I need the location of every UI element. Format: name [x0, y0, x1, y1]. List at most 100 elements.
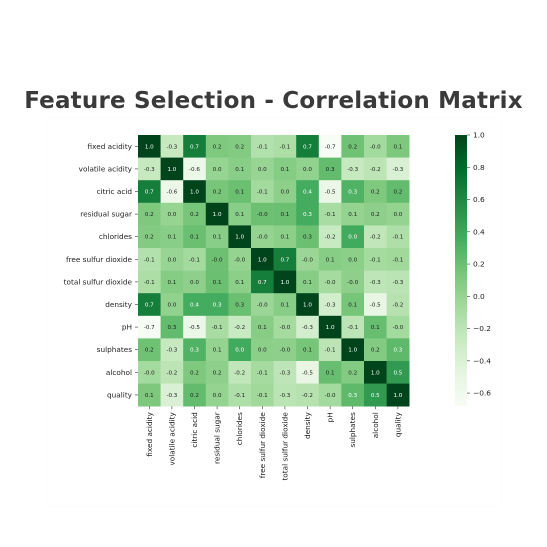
heatmap-cell	[273, 293, 297, 317]
cell-annotation: 0.1	[213, 348, 222, 354]
heatmap-cell	[183, 180, 207, 204]
heatmap-cell	[386, 248, 410, 271]
cell-annotation: 1.0	[235, 235, 244, 241]
heatmap-cell	[160, 180, 184, 204]
cell-annotation: -0.1	[370, 257, 381, 263]
cell-annotation: 0.0	[348, 235, 357, 241]
cell-annotation: 0.1	[371, 325, 380, 331]
x-tick-label: residual sugar	[213, 412, 222, 464]
heatmap-cell	[183, 315, 207, 339]
cell-annotation: 0.7	[190, 144, 199, 150]
heatmap-cell	[205, 225, 229, 249]
heatmap-cell	[386, 338, 410, 362]
heatmap-cell	[341, 361, 365, 384]
x-tick-label: fixed acidity	[145, 412, 154, 457]
cell-annotation: 1.0	[326, 325, 335, 331]
heatmap-cell	[251, 135, 274, 158]
cell-annotation: 0.3	[303, 235, 312, 241]
heatmap-cell	[386, 225, 410, 249]
heatmap-cell	[251, 202, 274, 226]
heatmap-cell	[228, 315, 252, 339]
heatmap-cell	[228, 383, 252, 407]
heatmap-cell	[228, 180, 252, 204]
cell-annotation: -0.6	[166, 190, 177, 196]
heatmap-cell	[228, 157, 252, 181]
cell-annotation: 1.0	[303, 303, 312, 309]
colorbar-tick-label: −0.6	[473, 389, 491, 398]
colorbar-tick-label: 0.2	[473, 260, 485, 269]
cell-annotation: 0.1	[280, 167, 289, 173]
heatmap-cell	[341, 225, 365, 249]
x-tick-label: total sulfur dioxide	[280, 412, 289, 481]
cell-annotation: -0.2	[166, 370, 177, 376]
colorbar-tick-label: −0.4	[473, 356, 491, 365]
heatmap-cell	[183, 293, 207, 317]
heatmap-cell	[138, 338, 161, 362]
cell-annotation: -0.3	[144, 167, 155, 173]
y-tick-label: chlorides	[99, 232, 132, 241]
heatmap-cell	[183, 157, 207, 181]
heatmap-cell	[296, 157, 320, 181]
heatmap-cell	[205, 361, 229, 384]
cell-annotation: 0.1	[235, 212, 244, 218]
heatmap-cell	[205, 383, 229, 407]
cell-annotation: 0.1	[145, 393, 154, 399]
cell-annotation: -0.0	[347, 280, 358, 286]
cell-annotation: 0.2	[145, 212, 154, 218]
cell-annotation: -0.1	[189, 257, 200, 263]
cell-annotation: 0.4	[303, 190, 312, 196]
heatmap-cell	[228, 361, 252, 384]
heatmap-cell	[228, 338, 252, 362]
cell-annotation: 0.5	[393, 370, 402, 376]
cell-annotation: 0.1	[280, 235, 289, 241]
cell-annotation: 1.0	[393, 393, 402, 399]
cell-annotation: 0.0	[303, 167, 312, 173]
heatmap-cell	[160, 315, 184, 339]
cell-annotation: 0.2	[348, 144, 357, 150]
heatmap-cell	[273, 315, 297, 339]
y-tick-label: sulphates	[97, 345, 133, 354]
heatmap-cell	[386, 135, 410, 158]
heatmap-cell	[296, 270, 320, 294]
heatmap-cell	[183, 361, 207, 384]
heatmap-cell	[364, 157, 387, 181]
heatmap-cell	[386, 383, 410, 407]
y-tick-label: volatile acidity	[79, 164, 133, 173]
heatmap-cell	[386, 270, 410, 294]
heatmap-cell	[341, 383, 365, 407]
colorbar-tick-label: −0.2	[473, 324, 491, 333]
heatmap-cell	[251, 315, 274, 339]
cell-annotation: 1.0	[167, 167, 176, 173]
cell-annotation: 0.0	[258, 348, 267, 354]
cell-annotation: 0.1	[235, 167, 244, 173]
heatmap-cell	[228, 202, 252, 226]
heatmap-cell	[296, 180, 320, 204]
cell-annotation: -0.1	[325, 212, 336, 218]
heatmap-cell	[318, 383, 342, 407]
cell-annotation: -0.7	[325, 144, 336, 150]
heatmap-cell	[364, 293, 387, 317]
heatmap-cell	[341, 293, 365, 317]
heatmap-cell	[183, 202, 207, 226]
cell-annotation: 0.1	[167, 280, 176, 286]
cell-annotation: -0.1	[144, 257, 155, 263]
cell-annotation: -0.3	[279, 393, 290, 399]
cell-annotation: -0.3	[347, 167, 358, 173]
heatmap-cell	[296, 202, 320, 226]
heatmap-cell	[160, 338, 184, 362]
cell-annotation: -0.0	[257, 235, 268, 241]
heatmap-cell	[318, 315, 342, 339]
heatmap-cell	[318, 225, 342, 249]
cell-annotation: 0.0	[280, 190, 289, 196]
heatmap-cell	[138, 248, 161, 271]
cell-annotation: -0.0	[257, 303, 268, 309]
cell-annotation: -0.1	[392, 257, 403, 263]
cell-annotation: 1.0	[280, 280, 289, 286]
cell-annotation: 0.2	[190, 370, 199, 376]
x-tick-label: quality	[393, 412, 402, 438]
heatmap-cell	[183, 135, 207, 158]
heatmap-cell	[205, 338, 229, 362]
heatmap-cell	[296, 383, 320, 407]
heatmap-cell	[205, 202, 229, 226]
